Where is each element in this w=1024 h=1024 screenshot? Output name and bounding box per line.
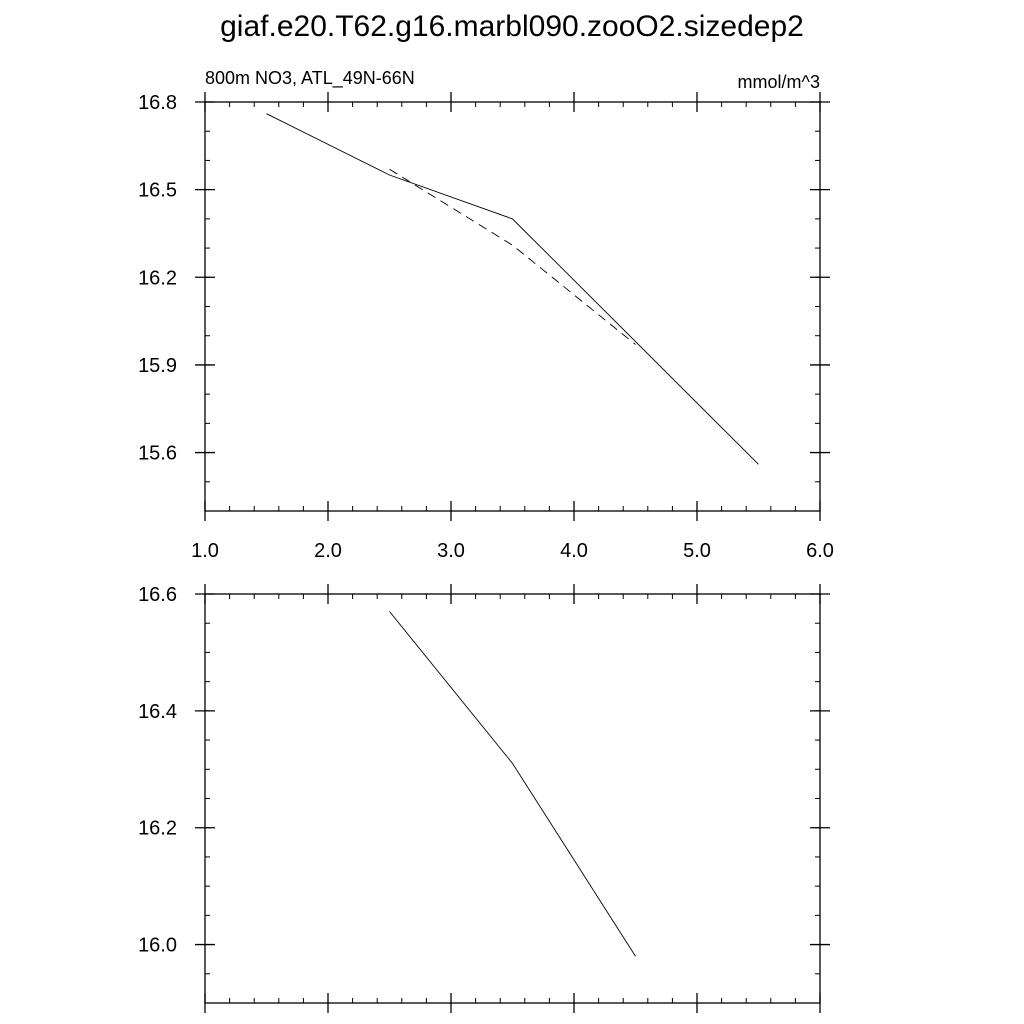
y-tick-label: 16.8 [138, 92, 177, 114]
y-tick-label: 16.0 [138, 935, 177, 957]
y-tick-label: 16.2 [138, 267, 177, 289]
x-tick-label: 5.0 [683, 540, 711, 562]
x-tick-label: 2.0 [314, 540, 342, 562]
series-line-1 [389, 168, 636, 345]
x-tick-label: 4.0 [560, 540, 588, 562]
top-panel: 15.6 15.9 16.2 16.5 16.8 1.0 2.0 3.0 4.0 5.0 6.0 80… [138, 68, 834, 562]
y-tick-label: 16.4 [138, 701, 177, 723]
plot-frame [204, 101, 821, 512]
plot-frame [204, 593, 821, 1004]
panel-units-label: mmol/m^3 [738, 72, 820, 92]
y-tick-label: 15.9 [138, 355, 177, 377]
y-tick-label: 16.6 [138, 584, 177, 606]
series-line-0 [389, 611, 636, 957]
y-tick-label: 16.5 [138, 180, 177, 202]
x-tick-label: 1.0 [191, 540, 219, 562]
y-tick-label: 15.6 [138, 443, 177, 465]
bottom-panel: 16.0 16.2 16.4 16.6 [138, 584, 830, 1013]
y-tick-label: 16.2 [138, 818, 177, 840]
x-tick-label: 6.0 [806, 540, 834, 562]
x-tick-label: 3.0 [437, 540, 465, 562]
page-title: giaf.e20.T62.g16.marbl090.zooO2.sizedep2 [220, 10, 804, 43]
panel-left-label: 800m NO3, ATL_49N-66N [205, 68, 415, 89]
series-line-0 [266, 113, 759, 465]
